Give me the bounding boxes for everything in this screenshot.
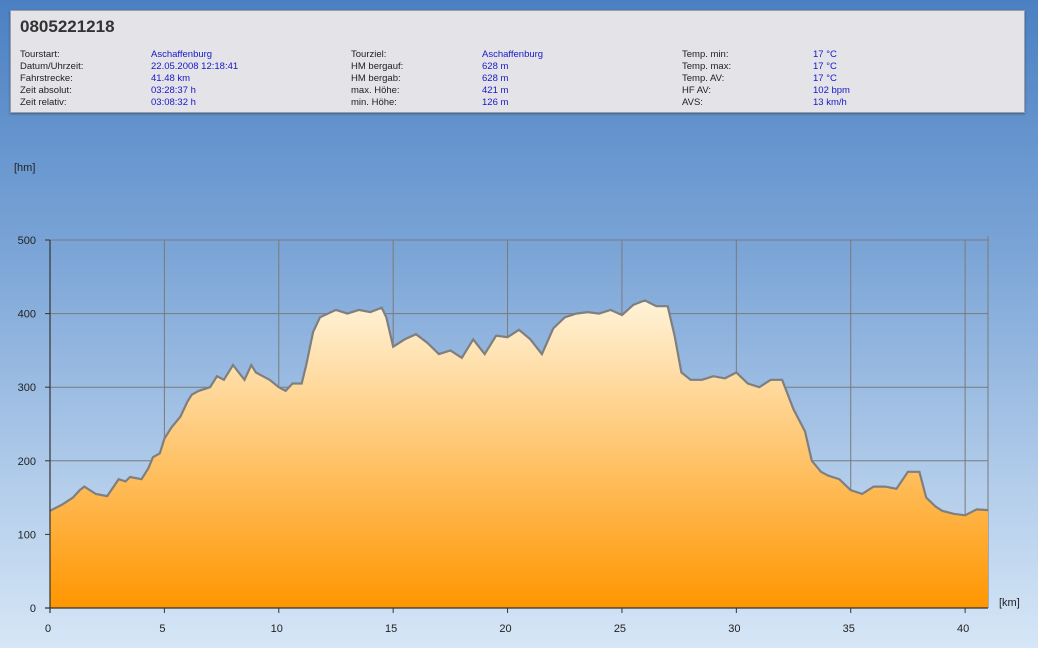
info-label: HM bergauf: [351,61,404,72]
x-tick-label: 0 [45,623,51,635]
x-tick-label: 10 [271,623,283,635]
elevation-line [49,299,989,517]
info-label: HF AV: [682,85,712,96]
info-label: Zeit absolut: [20,85,72,96]
y-tick-label: 400 [18,309,36,321]
info-label: min. Höhe: [351,97,397,108]
info-value: 17 °C [813,73,837,84]
info-value: 628 m [482,73,509,84]
info-label: Temp. AV: [682,73,725,84]
tour-title: 0805221218 [20,17,115,36]
info-label: Fahrstrecke: [20,73,73,84]
info-value: 22.05.2008 12:18:41 [151,61,239,72]
info-label: Zeit relativ: [20,97,67,108]
elevation-area [50,300,988,608]
x-tick-label: 15 [385,623,397,635]
x-tick-label: 30 [728,623,740,635]
info-label: Temp. max: [682,61,732,72]
info-value: 421 m [482,85,509,96]
info-value: 17 °C [813,49,837,60]
x-tick-label: 20 [499,623,511,635]
info-value: 03:08:32 h [151,97,196,108]
x-tick-label: 5 [159,623,165,635]
x-axis-unit-label: [km] [999,597,1020,609]
y-tick-label: 0 [30,603,36,615]
y-tick-label: 200 [18,456,36,468]
y-tick-label: 300 [18,382,36,394]
info-value: 102 bpm [813,85,850,96]
info-value: 628 m [482,61,509,72]
tick-labels: 0 100 200 300 400 500 0 5 10 15 20 25 30 35 40 [18,235,970,635]
info-value: 17 °C [813,61,837,72]
info-value: 03:28:37 h [151,85,196,96]
info-label: AVS: [682,97,703,108]
x-tick-label: 25 [614,623,626,635]
y-tick-label: 100 [18,529,36,541]
info-panel: 0805221218 Tourstart: Aschaffenburg Datum… [10,10,1025,113]
x-tick-label: 35 [843,623,855,635]
info-label: max. Höhe: [351,85,400,96]
y-axis-unit-label: [hm] [14,162,36,174]
x-tick-label: 40 [957,623,969,635]
info-label: Datum/Uhrzeit: [20,61,84,72]
axes [45,239,988,613]
y-tick-label: 500 [18,235,36,247]
info-value: 126 m [482,97,509,108]
info-label: HM bergab: [351,73,401,84]
info-value: Aschaffenburg [151,49,213,60]
info-label: Tourstart: [20,49,60,60]
info-value: Aschaffenburg [482,49,544,60]
info-label: Tourziel: [351,49,387,60]
info-label: Temp. min: [682,49,729,60]
info-value: 41.48 km [151,73,191,84]
info-value: 13 km/h [813,97,847,108]
